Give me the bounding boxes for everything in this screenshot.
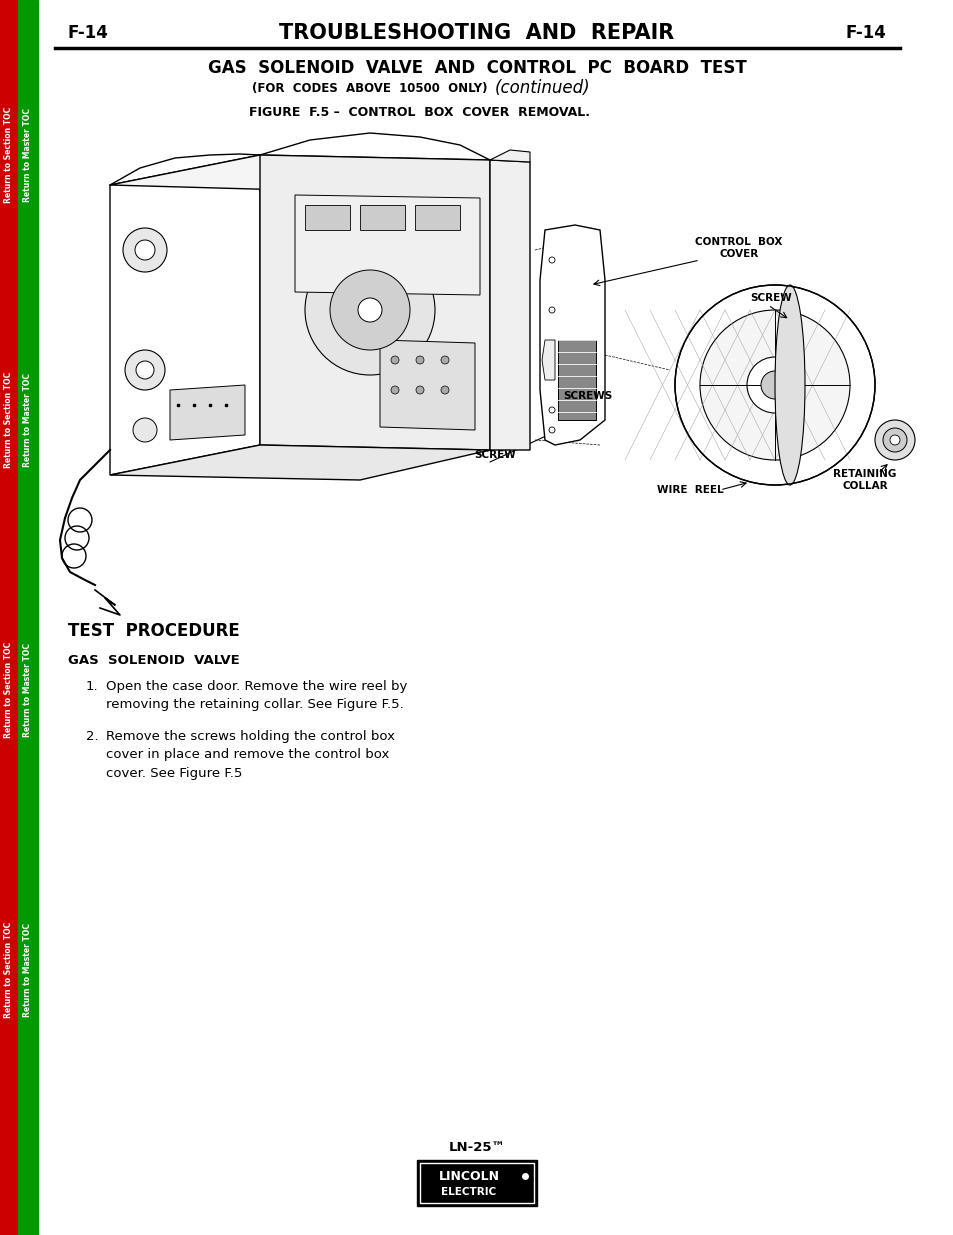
Circle shape xyxy=(132,417,157,442)
Text: Return to Section TOC: Return to Section TOC xyxy=(5,921,13,1018)
Bar xyxy=(419,1163,534,1203)
Polygon shape xyxy=(539,225,604,445)
Circle shape xyxy=(135,240,154,261)
Circle shape xyxy=(440,356,449,364)
Polygon shape xyxy=(379,340,475,430)
Polygon shape xyxy=(260,156,490,450)
Text: SCREW: SCREW xyxy=(749,293,791,303)
Text: GAS  SOLENOID  VALVE: GAS SOLENOID VALVE xyxy=(68,655,239,667)
Polygon shape xyxy=(541,340,555,380)
Circle shape xyxy=(874,420,914,459)
Text: Return to Master TOC: Return to Master TOC xyxy=(24,643,32,737)
Circle shape xyxy=(391,356,398,364)
Circle shape xyxy=(357,298,381,322)
Polygon shape xyxy=(415,205,459,230)
Text: ELECTRIC: ELECTRIC xyxy=(441,1187,497,1197)
Circle shape xyxy=(440,387,449,394)
Text: F-14: F-14 xyxy=(68,23,109,42)
Polygon shape xyxy=(110,445,490,480)
Text: Return to Section TOC: Return to Section TOC xyxy=(5,372,13,468)
Circle shape xyxy=(416,356,423,364)
Text: 2.: 2. xyxy=(86,730,98,743)
Circle shape xyxy=(391,387,398,394)
Circle shape xyxy=(123,228,167,272)
Text: WIRE  REEL: WIRE REEL xyxy=(656,485,722,495)
Text: Return to Section TOC: Return to Section TOC xyxy=(5,107,13,203)
Text: GAS  SOLENOID  VALVE  AND  CONTROL  PC  BOARD  TEST: GAS SOLENOID VALVE AND CONTROL PC BOARD … xyxy=(208,59,745,77)
Text: SCREW: SCREW xyxy=(474,450,516,459)
Circle shape xyxy=(548,308,555,312)
Text: RETAINING
COLLAR: RETAINING COLLAR xyxy=(832,469,896,490)
Circle shape xyxy=(548,257,555,263)
Text: (FOR  CODES  ABOVE  10500  ONLY): (FOR CODES ABOVE 10500 ONLY) xyxy=(252,82,487,95)
Text: F-14: F-14 xyxy=(844,23,885,42)
Text: Return to Master TOC: Return to Master TOC xyxy=(24,107,32,203)
Text: Remove the screws holding the control box
cover in place and remove the control : Remove the screws holding the control bo… xyxy=(106,730,395,781)
Bar xyxy=(18,0,38,1235)
Text: Return to Master TOC: Return to Master TOC xyxy=(24,923,32,1016)
Text: CONTROL  BOX
COVER: CONTROL BOX COVER xyxy=(695,237,781,259)
Circle shape xyxy=(416,387,423,394)
Text: (continued): (continued) xyxy=(495,79,590,98)
Circle shape xyxy=(330,270,410,350)
Text: LN-25™: LN-25™ xyxy=(448,1141,505,1155)
Text: TEST  PROCEDURE: TEST PROCEDURE xyxy=(68,622,239,640)
Ellipse shape xyxy=(774,285,804,485)
Text: Open the case door. Remove the wire reel by
removing the retaining collar. See F: Open the case door. Remove the wire reel… xyxy=(106,680,407,711)
Circle shape xyxy=(700,310,849,459)
Text: SCREWS: SCREWS xyxy=(563,391,612,401)
Text: TROUBLESHOOTING  AND  REPAIR: TROUBLESHOOTING AND REPAIR xyxy=(279,23,674,43)
Bar xyxy=(416,1160,537,1207)
Circle shape xyxy=(882,429,906,452)
Text: Return to Master TOC: Return to Master TOC xyxy=(24,373,32,467)
Circle shape xyxy=(760,370,788,399)
Circle shape xyxy=(136,361,153,379)
Polygon shape xyxy=(110,156,490,191)
Circle shape xyxy=(675,285,874,485)
Polygon shape xyxy=(305,205,350,230)
Polygon shape xyxy=(170,385,245,440)
Text: LINCOLN: LINCOLN xyxy=(438,1170,499,1183)
Polygon shape xyxy=(359,205,405,230)
Polygon shape xyxy=(294,195,479,295)
Polygon shape xyxy=(110,156,260,475)
Circle shape xyxy=(125,350,165,390)
Polygon shape xyxy=(490,161,530,450)
Bar xyxy=(0,0,18,1235)
Text: FIGURE  F.5 –  CONTROL  BOX  COVER  REMOVAL.: FIGURE F.5 – CONTROL BOX COVER REMOVAL. xyxy=(250,105,590,119)
Text: Return to Section TOC: Return to Section TOC xyxy=(5,642,13,739)
Bar xyxy=(558,340,596,420)
Text: 1.: 1. xyxy=(86,680,98,693)
Circle shape xyxy=(746,357,802,412)
Circle shape xyxy=(548,408,555,412)
Circle shape xyxy=(889,435,899,445)
Polygon shape xyxy=(490,149,530,162)
Circle shape xyxy=(548,427,555,433)
Circle shape xyxy=(305,245,435,375)
